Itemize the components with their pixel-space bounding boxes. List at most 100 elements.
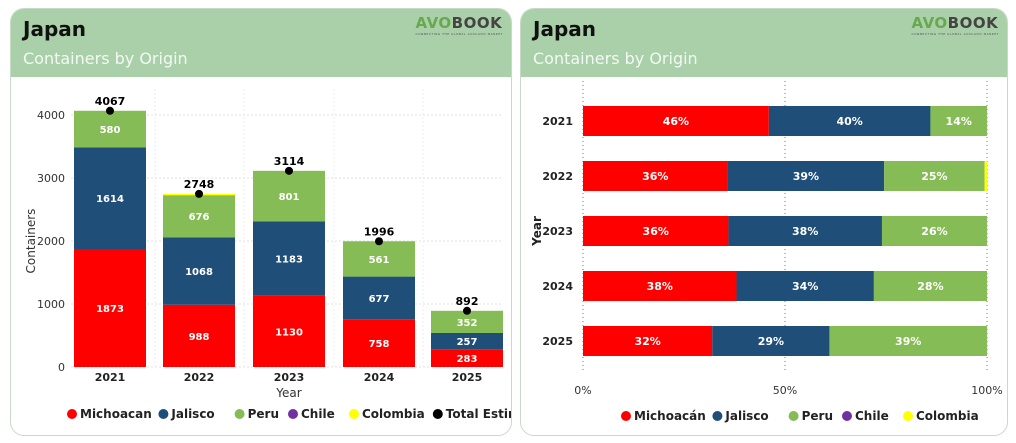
total-label: 2748 — [184, 178, 215, 191]
y-tick-label: 2024 — [542, 280, 573, 293]
bar-segment — [583, 271, 737, 301]
avobook-logo: AVOBOOK CONNECTING THE GLOBAL AVOCADO MAR… — [415, 14, 503, 36]
data-label: 14% — [946, 115, 972, 128]
bar-segment — [74, 249, 146, 367]
bar-segment — [583, 161, 728, 191]
y-tick-label: 3000 — [37, 172, 65, 185]
legend-marker — [234, 409, 245, 419]
data-label: 39% — [895, 335, 921, 348]
legend-marker — [288, 409, 298, 419]
y-tick-label: 0 — [58, 361, 65, 374]
total-label: 1996 — [364, 225, 395, 238]
legend-label: Total Estimated — [446, 407, 511, 421]
bar-segment — [884, 161, 985, 191]
bar-segment — [583, 326, 713, 356]
legend-marker — [903, 411, 913, 421]
data-label: 988 — [189, 332, 210, 343]
total-label: 892 — [456, 295, 479, 308]
bar-segment — [163, 304, 235, 367]
bar-segment — [343, 241, 415, 277]
data-label: 801 — [279, 192, 300, 203]
data-label: 36% — [643, 225, 669, 238]
data-label: 1614 — [96, 194, 124, 205]
panel-header: Japan Containers by Origin AVOBOOK CONNEC… — [521, 9, 1007, 77]
total-label: 4067 — [95, 95, 126, 108]
y-tick-label: 2022 — [542, 170, 573, 183]
bar-segment — [768, 106, 931, 136]
x-tick-label: 0% — [574, 384, 591, 397]
legend-marker — [621, 411, 631, 421]
bar-segment — [253, 295, 325, 367]
x-tick-label: 2024 — [364, 371, 395, 384]
x-tick-label: 2025 — [452, 371, 483, 384]
panel-title: Japan — [533, 17, 596, 41]
x-tick-label: 2022 — [184, 371, 215, 384]
bar-segment — [881, 216, 987, 246]
legend-label: Jalisco — [170, 407, 214, 421]
x-tick-label: 2023 — [274, 371, 305, 384]
bar-segment — [583, 216, 729, 246]
total-marker — [463, 306, 471, 315]
stacked-percent-bar-chart: 0% 50% 100% Year 46% 40% 14% 2021 36% 39% 25% 2022 3… — [530, 81, 1003, 423]
panel-subtitle: Containers by Origin — [23, 49, 188, 68]
bar-segment — [930, 106, 987, 136]
total-label: 3114 — [274, 155, 305, 168]
panel-header: Japan Containers by Origin AVOBOOK CONNEC… — [11, 9, 511, 77]
legend-label: Chile — [855, 409, 889, 423]
data-label: 580 — [100, 125, 121, 136]
bar-segment — [343, 276, 415, 320]
legend-marker — [349, 409, 359, 419]
legend-marker — [67, 409, 77, 419]
y-axis-title: Year — [530, 216, 544, 247]
bar-segment — [163, 194, 235, 238]
bar-segment — [253, 221, 325, 296]
bar-segment — [431, 310, 503, 333]
data-label: 758 — [369, 339, 390, 350]
legend-label: Colombia — [362, 407, 425, 421]
data-label: 1068 — [185, 267, 213, 278]
y-axis-title: Containers — [24, 209, 38, 274]
legend-marker — [842, 411, 852, 421]
data-label: 28% — [917, 280, 943, 293]
data-label: 1873 — [96, 304, 124, 315]
data-label: 352 — [457, 318, 478, 329]
data-label: 26% — [921, 225, 947, 238]
left-panel: Japan Containers by Origin AVOBOOK CONNEC… — [10, 8, 512, 436]
bar-segment — [343, 319, 415, 367]
bar-segment — [712, 326, 830, 356]
data-label: 283 — [457, 354, 478, 365]
bar-segment — [431, 332, 503, 350]
stacked-column-chart: 0 1000 2000 3000 4000 Containers 1873 1614 580 40… — [24, 89, 511, 421]
y-tick-label: 2000 — [37, 235, 65, 248]
data-label: 25% — [921, 170, 947, 183]
legend-label: Michoacan — [80, 407, 152, 421]
legend-marker — [432, 409, 443, 419]
data-label: 34% — [792, 280, 818, 293]
y-tick-label: 2021 — [542, 115, 573, 128]
legend-label: Jalisco — [724, 409, 768, 423]
data-label: 36% — [642, 170, 668, 183]
y-tick-label: 2025 — [542, 335, 573, 348]
total-marker — [285, 166, 293, 175]
data-label: 561 — [369, 255, 390, 266]
bar-segment — [727, 161, 885, 191]
legend-label: Peru — [802, 409, 833, 423]
legend-marker — [712, 411, 723, 421]
data-label: 29% — [758, 335, 784, 348]
data-label: 257 — [457, 337, 478, 348]
bar-segment — [583, 106, 769, 136]
y-tick-label: 4000 — [37, 109, 65, 122]
bar-segment — [873, 271, 987, 301]
data-label: 676 — [189, 212, 210, 223]
bar-segment — [253, 170, 325, 222]
right-panel: Japan Containers by Origin AVOBOOK CONNEC… — [520, 8, 1008, 436]
data-label: 38% — [792, 225, 818, 238]
data-label: 1130 — [275, 327, 303, 338]
bar-segment — [74, 110, 146, 148]
legend-label: Colombia — [916, 409, 979, 423]
x-tick-label: 2021 — [95, 371, 126, 384]
total-marker — [375, 237, 383, 246]
avobook-logo: AVOBOOK CONNECTING THE GLOBAL AVOCADO MAR… — [911, 14, 999, 36]
x-axis-title: Year — [275, 386, 301, 400]
y-tick-label: 2023 — [542, 225, 573, 238]
